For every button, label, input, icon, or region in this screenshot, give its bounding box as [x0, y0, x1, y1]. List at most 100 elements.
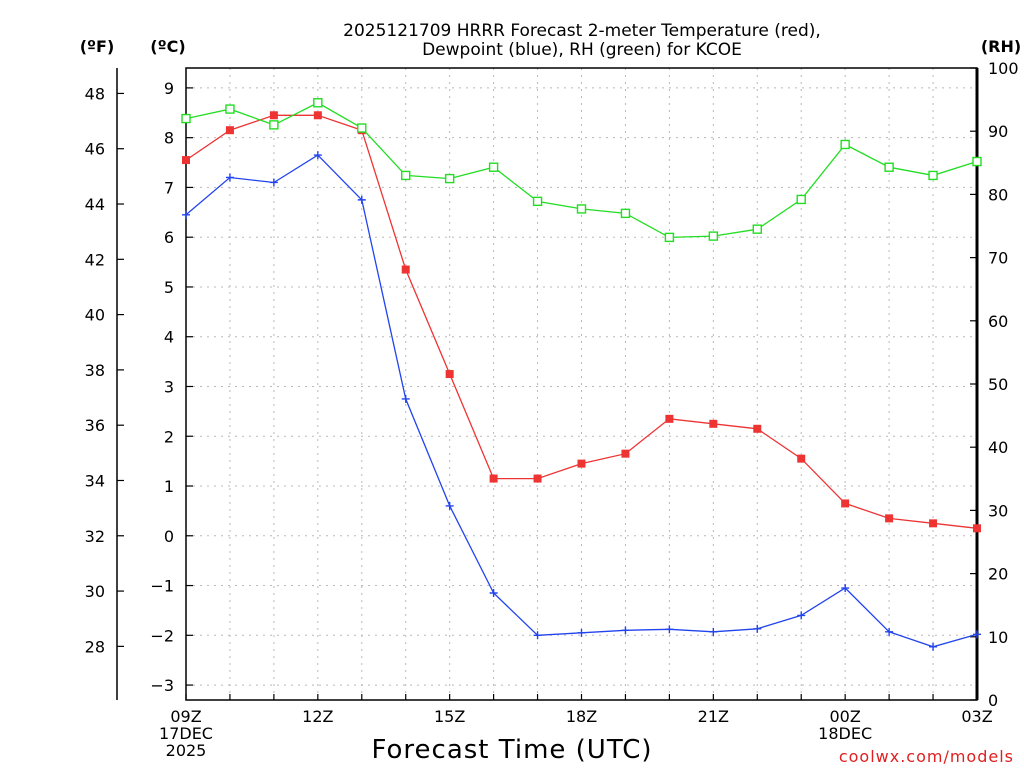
rh-point [884, 162, 894, 172]
rh-point [269, 120, 279, 130]
temperature-point [225, 126, 234, 135]
dewpoint-point [797, 611, 806, 620]
temperature-point [182, 156, 190, 165]
time-tick-label: 18DEC [818, 724, 872, 743]
temperature-point [533, 474, 542, 483]
fahrenheit-tick-label: 48 [85, 84, 105, 103]
dewpoint-point [269, 178, 278, 187]
fahrenheit-axis: 28 30 32 34 36 38 40 42 44 46 48 [85, 84, 124, 656]
time-tick-label: 17DEC [159, 724, 213, 743]
dewpoint-point [225, 173, 234, 182]
rh-point [796, 194, 806, 205]
dewpoint-point [357, 195, 366, 204]
fahrenheit-tick-label: 36 [85, 416, 105, 435]
dewpoint-point [401, 394, 410, 403]
rh-point [444, 173, 455, 184]
rh-point [181, 113, 191, 124]
rh-point [928, 170, 938, 181]
temperature-point [709, 419, 718, 428]
time-tick-label: 00Z [830, 707, 861, 726]
fahrenheit-unit-label: (ºF) [80, 37, 115, 56]
rh-point [225, 104, 235, 114]
rh-point [532, 196, 543, 207]
fahrenheit-tick-label: 28 [85, 637, 105, 656]
rh-point [840, 139, 850, 150]
celsius-tick-label: 3 [164, 377, 174, 396]
dewpoint-point [973, 630, 981, 639]
temperature-point [445, 370, 454, 379]
rh-tick-label: 60 [988, 312, 1008, 331]
dewpoint-series [182, 151, 981, 651]
time-tick-label: 09Z [170, 707, 201, 726]
celsius-tick-label: 9 [164, 79, 174, 98]
rh-tick-label: 100 [988, 59, 1019, 78]
fahrenheit-tick-label: 42 [85, 250, 105, 269]
rh-tick-label: 30 [988, 501, 1008, 520]
temperature-point [885, 514, 894, 523]
rh-point [664, 232, 675, 243]
temperature-point [973, 524, 981, 533]
temperature-point [401, 265, 410, 274]
rh-tick-label: 70 [988, 249, 1008, 268]
celsius-tick-label: −2 [150, 626, 174, 645]
temperature-point [269, 111, 278, 120]
rh-axis: 0 10 20 30 40 50 60 70 80 90 100 [970, 59, 1019, 710]
data-series [181, 98, 982, 651]
time-tick-label: 2025 [166, 741, 207, 760]
celsius-tick-label: 5 [164, 278, 174, 297]
celsius-tick-label: −3 [150, 676, 174, 695]
rh-unit-label: (RH) [981, 37, 1021, 56]
temperature-point [577, 459, 586, 468]
fahrenheit-tick-label: 38 [85, 361, 105, 380]
dewpoint-point [577, 628, 586, 637]
dewpoint-point [313, 151, 322, 160]
fahrenheit-tick-label: 46 [85, 140, 105, 159]
temperature-point [489, 474, 498, 483]
fahrenheit-tick-label: 32 [85, 527, 105, 546]
celsius-tick-label: 0 [164, 527, 174, 546]
temperature-point [665, 414, 674, 423]
chart-title-line-2: Dewpoint (blue), RH (green) for KCOE [422, 40, 742, 60]
rh-tick-label: 50 [988, 375, 1008, 394]
rh-point [752, 224, 762, 234]
fahrenheit-tick-label: 30 [85, 582, 105, 601]
dewpoint-point [841, 584, 850, 593]
celsius-tick-label: 8 [164, 129, 174, 148]
rh-point [576, 204, 587, 214]
rh-point [972, 156, 982, 167]
temperature-point [929, 519, 938, 528]
rh-tick-label: 0 [988, 691, 998, 710]
rh-tick-label: 80 [988, 185, 1008, 204]
temperature-point [313, 111, 322, 120]
dewpoint-point [533, 631, 542, 640]
dewpoint-point [621, 626, 630, 635]
temperature-point [797, 454, 806, 463]
rh-line [185, 102, 978, 239]
time-tick-label: 21Z [698, 707, 729, 726]
temperature-point [841, 499, 850, 508]
celsius-tick-label: 7 [164, 178, 174, 197]
celsius-tick-label: 6 [164, 228, 174, 247]
rh-point [620, 208, 631, 219]
temperature-point [621, 449, 630, 458]
rh-point [708, 231, 719, 241]
celsius-tick-label: 4 [164, 328, 174, 347]
time-tick-label: 03Z [961, 707, 992, 726]
dewpoint-point [182, 210, 190, 219]
fahrenheit-tick-label: 40 [85, 306, 105, 325]
time-tick-label: 18Z [566, 707, 597, 726]
celsius-axis: −3 −2 −1 0 1 2 3 4 5 6 7 8 9 [150, 79, 193, 695]
dewpoint-point [665, 625, 674, 634]
rh-point [401, 170, 411, 181]
credit-text: coolwx.com/models [839, 747, 1014, 766]
rh-series [181, 98, 982, 243]
dewpoint-point [489, 589, 498, 598]
rh-tick-label: 20 [988, 565, 1008, 584]
dewpoint-point [445, 501, 454, 510]
celsius-tick-label: −1 [150, 577, 174, 596]
chart-title-line-1: 2025121709 HRRR Forecast 2-meter Tempera… [343, 21, 821, 41]
chart-title: 2025121709 HRRR Forecast 2-meter Tempera… [343, 21, 821, 60]
dewpoint-point [709, 627, 718, 636]
time-tick-label: 12Z [302, 707, 333, 726]
